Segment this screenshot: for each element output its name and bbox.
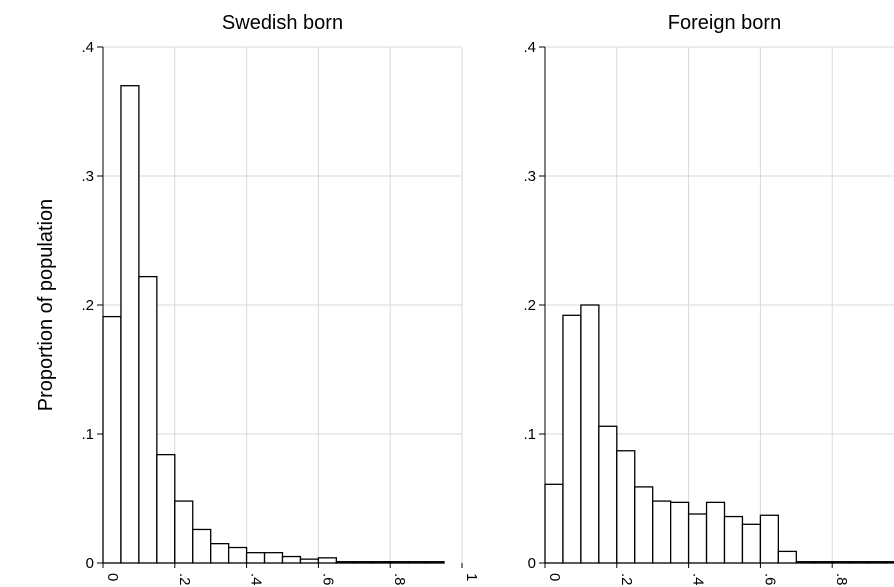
panel-1-bar-3 (138, 275, 158, 564)
panel-1-y-tick-label: .3 (81, 168, 94, 185)
panel-2-bar-2 (562, 314, 582, 564)
panel-2-bar-11 (723, 515, 744, 564)
panel-1-bar-8 (227, 546, 248, 564)
panel-2-bar-8 (670, 501, 690, 564)
panel-2-bar-12 (741, 523, 762, 564)
panel-2-x-tick-label: .8 (833, 573, 850, 586)
panel-2-title: Foreign born (668, 12, 781, 34)
panel-1-bar-5 (174, 500, 194, 564)
panel-1-bar-2 (120, 85, 140, 564)
panel-2-y-tick-label: .1 (523, 426, 536, 443)
panel-2-y-tick-label: .3 (523, 168, 536, 185)
panel-1-x-tick-label: 1 (463, 573, 480, 581)
panel-1-x-tick-label: .6 (319, 573, 336, 586)
panel-1-bar-6 (192, 528, 212, 564)
y-axis-label: Proportion of population (35, 199, 57, 411)
panel-2-bar-17 (831, 561, 851, 564)
panel-1-bar-16 (371, 561, 391, 564)
panel-1-bar-18 (407, 561, 427, 564)
panel-2-bar-5 (616, 450, 636, 564)
panel-2-bar-13 (759, 514, 780, 564)
panel-2-x-tick-label: .6 (761, 573, 778, 586)
panel-1-bar-17 (389, 561, 409, 564)
panel-1-x-tick-label: .4 (248, 573, 265, 586)
panel-2-x-tick-label: .2 (618, 573, 635, 586)
panel-1-y-tick-label: .4 (81, 39, 94, 56)
panel-2-bar-20 (885, 561, 894, 564)
panel-1-bar-14 (335, 561, 355, 564)
panel-2-bar-16 (813, 561, 833, 564)
panel-2-bar-9 (687, 513, 708, 564)
panel-1-x-tick-label: .2 (176, 573, 193, 586)
panel-1-y-tick-label: .1 (81, 426, 94, 443)
panel-1-title: Swedish born (222, 12, 343, 34)
panel-1-bar-7 (210, 543, 230, 564)
panel-foreign-born: 0.1.2.3.40.2.4.6.81Foreign born (523, 12, 894, 586)
panel-1-bar-1 (102, 315, 122, 564)
panel-2-bar-6 (634, 486, 654, 564)
panel-2-y-tick-label: .2 (523, 297, 536, 314)
panel-1-bar-19 (425, 561, 445, 564)
panel-1-y-tick-label: .2 (81, 297, 94, 314)
panel-2-bar-14 (777, 550, 797, 564)
panel-2-bar-15 (795, 561, 815, 564)
panel-2-bar-1 (544, 483, 564, 564)
panel-1-bar-9 (245, 552, 266, 564)
panel-2-x-tick-label: 0 (546, 573, 563, 581)
panel-2-bar-10 (705, 501, 726, 564)
panel-1-bar-15 (353, 561, 373, 564)
panel-1-x-tick-label: 0 (104, 573, 121, 581)
panel-2-y-tick-label: 0 (528, 555, 536, 572)
panel-swedish-born: 0 .1 .2 .3 .4 0 .2 .4 .6 .8 1 Swedish born (81, 12, 480, 586)
panel-1-bar-13 (317, 557, 337, 564)
panel-1-bar-10 (263, 552, 284, 564)
panel-2-y-tick-label: .4 (523, 39, 536, 56)
panel-1-bar-12 (299, 558, 320, 564)
panel-2-x-tick-label: .4 (690, 573, 707, 586)
panel-2-bar-3 (580, 304, 600, 564)
panel-2-bar-7 (652, 500, 672, 564)
panel-1-bar-11 (281, 555, 302, 564)
panel-1-bar-4 (156, 453, 176, 564)
panel-1-y-tick-label: 0 (86, 555, 94, 572)
panel-1-x-tick-label: .8 (391, 573, 408, 586)
panel-2-bar-19 (867, 561, 887, 564)
panel-2-bar-18 (849, 561, 869, 564)
panel-2-bar-4 (598, 425, 618, 564)
